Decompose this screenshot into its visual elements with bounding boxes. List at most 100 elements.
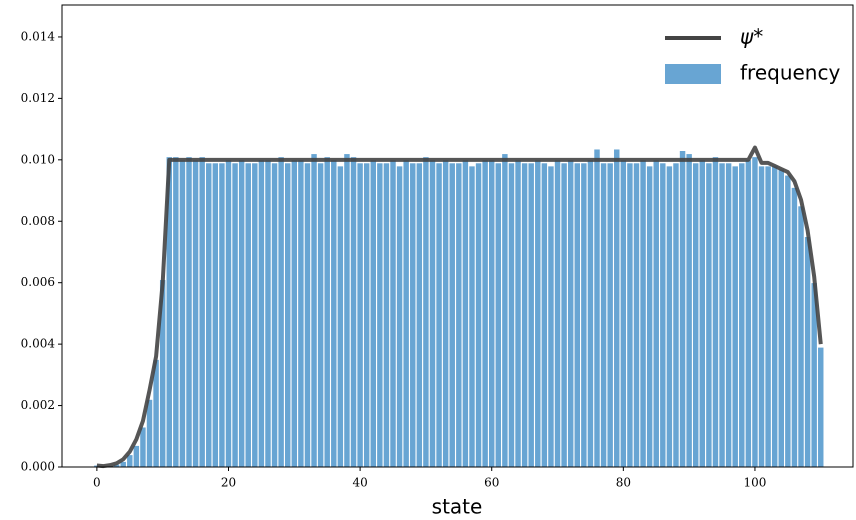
bar [422,156,430,468]
legend-label: ψ* [740,25,763,49]
bar [652,159,660,468]
bar [468,165,476,468]
bar [461,159,469,468]
bar [297,159,305,468]
bar [718,162,726,468]
y-tick-label: 0.000 [21,460,55,474]
bar [560,162,568,468]
bar [369,159,377,468]
y-tick-label: 0.002 [21,398,55,412]
bar [271,162,279,468]
bar [679,150,687,468]
bar [402,159,410,468]
x-tick-label: 60 [484,476,499,490]
bar [593,148,601,468]
bar [349,156,358,468]
bar [290,159,298,468]
bar [488,159,496,468]
bar [277,156,285,468]
bar [303,162,311,468]
bar [323,156,331,468]
bar [317,162,325,468]
bar [731,165,739,468]
bar [573,162,581,468]
bar [771,165,779,468]
bar [198,156,206,468]
bar [455,162,463,468]
bar [336,165,344,468]
bar [817,346,825,468]
bar [692,162,700,468]
bar [665,165,673,468]
bar [442,159,450,468]
bar [639,159,647,468]
bar [711,156,719,468]
bar [738,162,746,468]
bar [428,159,437,468]
bar [600,162,608,468]
bar [507,162,515,468]
x-tick-label: 80 [616,476,631,490]
y-tick-label: 0.006 [21,275,55,289]
bar [619,159,627,468]
x-tick-label: 20 [221,476,236,490]
axes-frame [61,4,854,468]
bar [310,153,318,468]
bar [613,148,621,468]
y-tick-label: 0.014 [21,29,56,43]
bar [672,162,680,468]
bar [238,159,246,468]
bar [132,445,140,468]
bar [224,159,233,468]
bar [185,156,193,468]
bar [343,153,351,468]
bar [205,162,213,468]
bar [244,162,252,468]
bar [514,159,522,468]
bar [751,156,759,468]
bar [178,159,186,468]
y-tick-label: 0.004 [21,337,56,351]
bar [389,159,397,468]
x-tick-label: 100 [743,476,766,490]
bar [705,162,713,468]
bar [494,162,502,468]
bar [264,159,272,468]
bar [784,174,792,468]
bar [448,162,456,468]
bar [580,162,588,468]
bar [139,426,147,468]
bar [527,162,535,468]
legend-label: frequency [740,61,840,85]
bar [330,159,338,468]
bar [211,162,219,468]
bar [758,165,766,468]
bar [646,165,654,468]
bar [251,162,259,468]
bar [501,153,509,468]
bar [547,165,555,468]
bar [231,162,239,468]
bar [415,162,423,468]
bar [356,162,364,468]
bar [409,162,417,468]
bar [632,162,641,468]
bar [475,162,483,468]
bar [534,159,542,468]
bar [521,162,529,468]
bar [554,159,562,468]
bar [804,236,812,468]
legend-swatch [665,64,721,84]
bar [764,165,772,468]
x-tick-label: 40 [352,476,367,490]
bar [540,162,548,468]
bar [257,159,265,468]
bar [567,159,575,468]
bar [172,156,180,468]
bar [744,159,752,468]
bar [725,162,733,468]
bar [586,159,594,468]
bar [396,165,404,468]
y-tick-label: 0.012 [21,91,55,105]
